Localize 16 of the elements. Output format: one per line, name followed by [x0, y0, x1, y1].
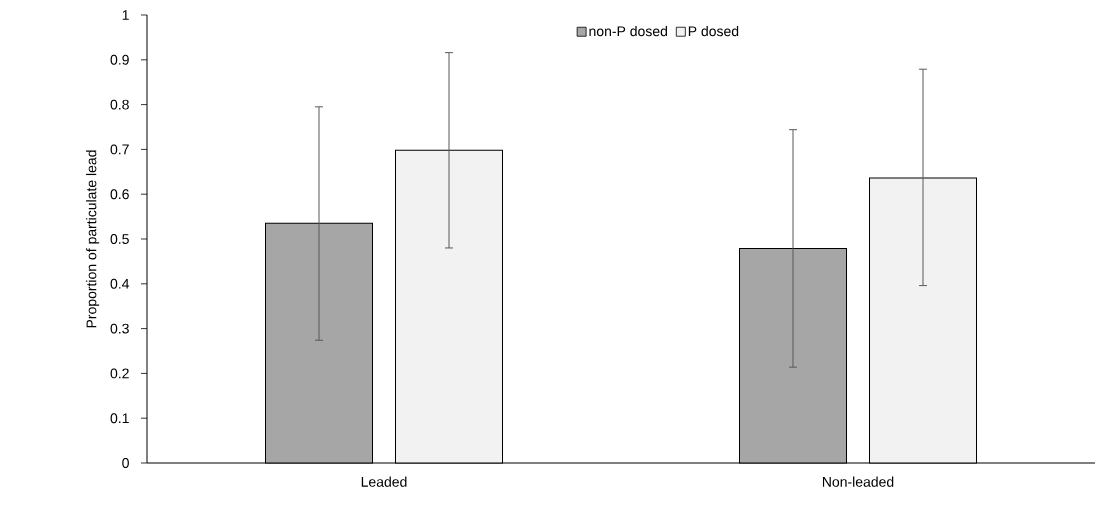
y-tick-label: 0.5 — [110, 234, 129, 244]
y-tick-label: 0.8 — [110, 99, 129, 110]
y-tick-label: 0.3 — [110, 323, 129, 334]
y-tick-label: 0.2 — [110, 368, 129, 379]
x-tick-label: Leaded — [361, 476, 407, 487]
x-tick-label: Non-leaded — [822, 476, 894, 487]
y-tick-label: 0.4 — [110, 278, 130, 289]
y-tick-label: 0.6 — [110, 189, 129, 200]
y-axis-title: Proportion of particulate lead — [86, 150, 100, 328]
y-tick-label: 0.7 — [110, 144, 129, 155]
legend-label: P dosed — [688, 25, 739, 37]
y-tick-label: 0 — [122, 458, 129, 468]
legend-label: non-P dosed — [589, 25, 667, 37]
y-tick-label: 0.1 — [110, 413, 129, 424]
y-tick-label: 0.9 — [110, 54, 129, 65]
y-tick-label: 1 — [122, 10, 129, 20]
